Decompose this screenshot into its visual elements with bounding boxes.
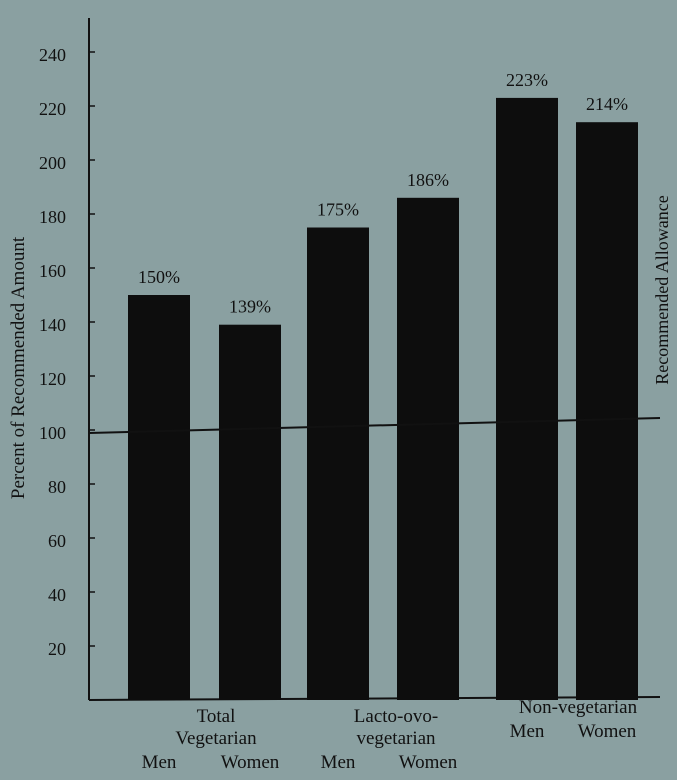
bar-3	[397, 197, 459, 701]
bar-data-label: 223%	[506, 70, 548, 90]
group-label: Total	[197, 706, 236, 727]
reference-line-label: Recommended Allowance	[652, 195, 672, 384]
bar-data-label: 175%	[317, 200, 359, 220]
bar-member-label: Men	[142, 752, 177, 773]
bar-member-label: Women	[399, 752, 458, 773]
y-tick-label: 140	[39, 315, 66, 335]
y-tick-label: 220	[39, 99, 66, 119]
bar-data-label: 186%	[407, 170, 449, 190]
y-tick-label: 80	[48, 477, 66, 497]
group-label: vegetarian	[356, 728, 436, 749]
bar-0	[128, 295, 190, 700]
y-axis-title: Percent of Recommended Amount	[8, 236, 29, 499]
bar-member-label: Women	[221, 752, 280, 773]
y-tick-label: 20	[48, 639, 66, 659]
reference-line	[88, 417, 661, 434]
bar-1	[219, 324, 281, 700]
y-tick-label: 240	[39, 45, 66, 65]
y-tick-label: 40	[48, 585, 66, 605]
bar-member-label: Men	[321, 752, 356, 773]
y-tick-label: 100	[39, 423, 66, 443]
bar-data-label: 150%	[138, 267, 180, 287]
bar-member-label: Men	[510, 721, 545, 742]
y-tick-label: 200	[39, 153, 66, 173]
y-tick-label: 60	[48, 531, 66, 551]
bar-data-label: 214%	[586, 94, 628, 114]
bar-5	[576, 122, 638, 700]
y-tick-label: 120	[39, 369, 66, 389]
bar-data-label: 139%	[229, 297, 271, 317]
bar-2	[307, 227, 369, 700]
group-label: Non-vegetarian	[519, 697, 638, 718]
bar-member-label: Women	[578, 721, 637, 742]
group-label: Vegetarian	[175, 728, 257, 749]
y-tick-label: 180	[39, 207, 66, 227]
group-label: Lacto-ovo-	[354, 706, 438, 727]
bar-4	[496, 97, 558, 700]
y-tick-label: 160	[39, 261, 66, 281]
